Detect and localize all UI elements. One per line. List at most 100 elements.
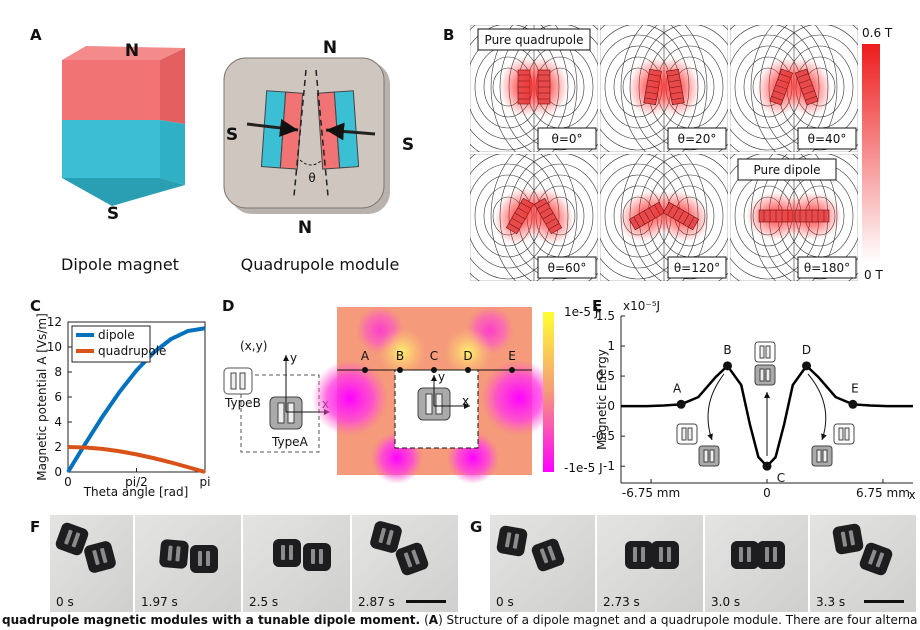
y-axis-label: Magnetic potential A [Vs/m]: [35, 313, 49, 481]
field-maps: θ=0° θ=20° θ=40° θ=60° θ=120° θ=180° Pure quad…: [470, 25, 858, 281]
module-slot: [167, 545, 173, 561]
icon-body: [676, 423, 698, 445]
arrow: [807, 373, 827, 441]
graphic: [277, 402, 285, 424]
module-slot: [92, 550, 100, 566]
module-slot: [633, 547, 637, 562]
module-slot: [311, 549, 315, 564]
module-icon: [676, 423, 698, 445]
annotation: Pure quadrupole: [485, 33, 584, 47]
colorbar: [543, 312, 554, 472]
graphic: [223, 367, 253, 395]
graphic: [240, 374, 320, 453]
y-tick-label: 6: [54, 390, 62, 404]
point-label: D: [463, 349, 472, 363]
legend-label: dipole: [98, 328, 135, 342]
rod-line: [548, 223, 560, 230]
module-body: [832, 523, 864, 555]
icon-slot: [844, 427, 850, 441]
module-slot: [512, 533, 520, 549]
pole-label: S: [402, 135, 414, 155]
angle-box: [667, 256, 727, 279]
icon-slot: [759, 368, 765, 382]
module-body: [757, 541, 785, 569]
magnet-rod: [666, 68, 685, 106]
field-line: [490, 25, 516, 152]
colorbar-label: 0.6 T: [862, 26, 893, 40]
module-photo: [651, 541, 679, 569]
field-line: [750, 25, 776, 152]
rod-line: [798, 79, 811, 84]
colorbar-label: -1e-5 J: [564, 461, 603, 475]
annotation-box: [737, 158, 837, 181]
angle-box: [797, 127, 857, 150]
module-photo: [395, 542, 429, 576]
photo: [135, 515, 241, 612]
angle-box: [537, 256, 597, 279]
module-photo: [731, 541, 759, 569]
module-slot: [765, 547, 769, 562]
module-slot: [403, 552, 413, 568]
graphic: [62, 178, 185, 206]
graphic: [444, 328, 492, 376]
panel-label: D: [222, 297, 234, 315]
rod-line: [805, 95, 817, 101]
module-photo: [625, 541, 653, 569]
icon-body: [811, 445, 833, 467]
module-slot: [71, 532, 81, 548]
icon-body: [833, 423, 855, 445]
map-point: [397, 367, 403, 373]
panel-label: E: [592, 297, 602, 315]
energy-point: [676, 399, 686, 409]
angle-label: θ=180°: [804, 261, 850, 275]
rod-line: [672, 207, 679, 219]
graphic: [312, 360, 388, 436]
rod-line: [667, 204, 674, 216]
graphic: [62, 46, 185, 60]
module-slot: [840, 531, 848, 547]
module-body: [303, 543, 331, 571]
legend-box: [71, 325, 151, 363]
point-label: B: [396, 349, 404, 363]
angle-label: θ=20°: [678, 132, 717, 146]
icon-slot: [765, 368, 771, 382]
graphic: [230, 372, 237, 390]
field-line: [552, 25, 578, 152]
module-slot: [198, 551, 202, 566]
graphic: [287, 402, 295, 424]
y-tick-label: 2: [54, 440, 62, 454]
icon-slot: [822, 449, 828, 463]
panel-label: B: [443, 26, 454, 44]
point-label: D: [802, 343, 811, 357]
module-photo: [496, 525, 528, 557]
x-tick-label: pi: [200, 475, 211, 489]
pole-label: N: [125, 41, 139, 61]
field-line: [490, 154, 516, 281]
icon-body: [698, 445, 720, 467]
colorbar-label: 0 T: [864, 268, 883, 282]
icon-body: [754, 341, 776, 363]
x-axis-label: x: [908, 488, 915, 502]
panel-label: F: [30, 518, 40, 536]
colorbar-label: 1e-5 J: [564, 305, 598, 319]
module-photo: [55, 522, 89, 556]
x-tick-label: 6.75 mm: [856, 486, 910, 500]
module-slot: [667, 547, 671, 562]
series-line: [67, 445, 206, 474]
module-photo: [370, 521, 402, 553]
graphic: [246, 118, 299, 137]
module-photo: [859, 542, 893, 576]
module-slot: [378, 527, 386, 544]
caption-label: Quadrupole module: [241, 255, 400, 274]
y-axis-label: Magnetic Energy: [595, 349, 609, 450]
module-icon: [754, 364, 776, 386]
module-body: [190, 545, 218, 573]
map-point: [431, 367, 437, 373]
inset-label: (x,y): [240, 339, 267, 353]
panel-label: C: [30, 297, 41, 315]
module-photo: [159, 539, 189, 569]
graphic: [481, 360, 557, 436]
icon-slot: [681, 427, 687, 441]
module-slot: [289, 545, 293, 560]
